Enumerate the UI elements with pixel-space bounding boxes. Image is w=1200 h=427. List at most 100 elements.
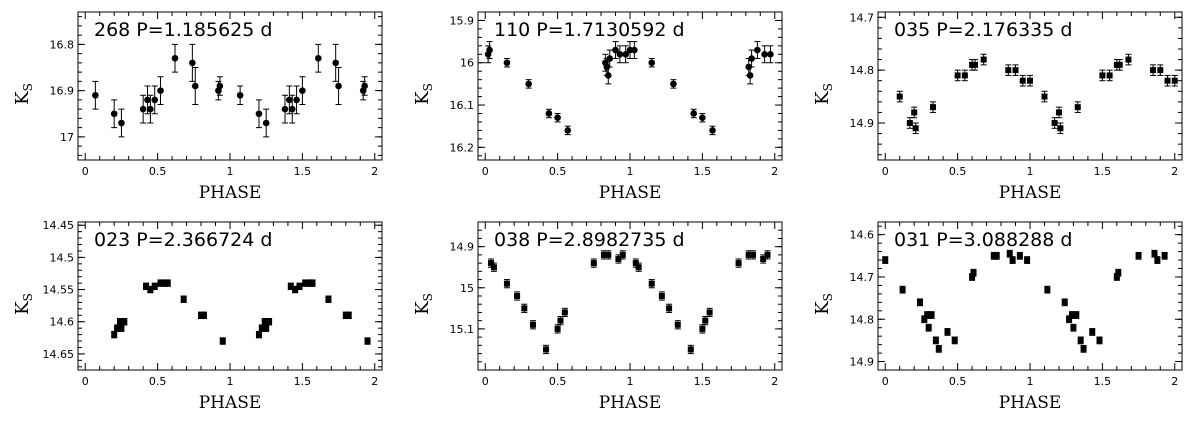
point-marker (180, 296, 187, 303)
data-point (200, 311, 207, 320)
point-marker (944, 328, 951, 335)
data-point (514, 291, 521, 301)
y-tick-label: 15 (460, 282, 474, 295)
point-marker (1024, 257, 1031, 264)
data-point (1135, 251, 1142, 260)
data-point (525, 79, 532, 89)
x-tick-label: 2 (771, 165, 778, 178)
point-marker (925, 324, 932, 331)
point-marker (1135, 252, 1142, 259)
point-marker (147, 105, 154, 113)
data-point (1171, 74, 1178, 87)
point-marker (262, 119, 270, 127)
y-tick-label: 14.8 (850, 64, 875, 77)
data-point (255, 330, 262, 339)
point-marker (674, 321, 681, 328)
point-marker (615, 256, 622, 262)
y-tick-label: 14.7 (850, 271, 875, 284)
y-axis-label: KS (812, 83, 835, 105)
point-marker (748, 55, 755, 62)
point-marker (121, 318, 128, 325)
point-marker (296, 283, 303, 290)
x-axis-label: PHASE (199, 393, 262, 413)
data-point (315, 43, 322, 73)
data-point (735, 258, 742, 268)
point-marker (699, 325, 706, 332)
light-curve-panel: 0 0.5 1 1.5 2 14.6 14.7 14.8 14.9 031 P=3.088288 … (812, 221, 1183, 413)
data-point (545, 108, 553, 119)
point-marker (315, 54, 322, 62)
point-marker (1096, 337, 1103, 344)
data-point (1080, 344, 1087, 353)
y-axis-label-subscript: S (21, 83, 35, 91)
point-marker (930, 104, 937, 111)
point-marker (924, 312, 931, 319)
data-point (1074, 101, 1081, 113)
point-marker (1041, 93, 1048, 100)
panel-title: 035 P=2.176335 d (894, 19, 1072, 41)
data-point (1044, 285, 1051, 294)
point-marker (921, 316, 928, 323)
data-point (503, 279, 510, 289)
point-marker (309, 280, 316, 287)
y-axis-label: KS (412, 83, 435, 105)
point-marker (1027, 77, 1033, 84)
data-point (180, 295, 187, 303)
point-marker (1115, 269, 1122, 276)
point-marker (761, 50, 768, 58)
x-tick-label: 0.5 (949, 375, 967, 388)
point-marker (906, 120, 913, 126)
y-tick-label: 16.8 (50, 38, 75, 51)
data-point (364, 337, 371, 345)
data-point (335, 67, 342, 105)
light-curve-panel: 0 0.5 1 1.5 2 14.7 14.8 14.9 035 P=2.176335 d PHA… (812, 11, 1183, 203)
data-point (361, 76, 368, 96)
x-tick-label: 2 (371, 165, 378, 178)
data-point (899, 285, 906, 294)
point-marker (164, 280, 171, 287)
data-point (612, 41, 619, 60)
point-marker (951, 337, 958, 344)
data-point (1061, 298, 1068, 307)
x-tick-label: 1 (1027, 375, 1034, 388)
y-tick-label: 16.9 (50, 85, 75, 98)
data-point (147, 94, 154, 124)
data-point (1154, 256, 1161, 264)
point-marker (670, 80, 677, 88)
y-tick-label: 16.1 (450, 99, 475, 112)
data-point (110, 99, 118, 129)
data-point (882, 256, 889, 264)
x-tick-label: 0.5 (149, 165, 167, 178)
point-marker (147, 286, 154, 293)
point-marker (1009, 257, 1016, 264)
point-marker (525, 80, 532, 88)
point-marker (345, 312, 352, 319)
data-point (604, 66, 612, 85)
point-marker (622, 50, 629, 58)
data-point (699, 324, 706, 334)
data-point (1115, 268, 1122, 277)
data-point (296, 282, 303, 291)
data-point (1055, 106, 1062, 119)
point-marker (200, 312, 207, 319)
point-marker (735, 260, 742, 267)
data-point (944, 328, 951, 336)
point-marker (1055, 109, 1062, 116)
y-tick-label: 14.45 (43, 219, 75, 232)
x-tick-label: 1 (227, 165, 234, 178)
point-marker (971, 61, 978, 68)
data-point (754, 41, 761, 60)
y-axis-label-main: K (812, 91, 833, 105)
data-point (1009, 256, 1016, 264)
data-point (951, 336, 958, 345)
point-marker (648, 280, 655, 287)
point-marker (111, 331, 118, 338)
y-axis-label-main: K (412, 301, 433, 315)
point-marker (1019, 77, 1026, 84)
data-point (263, 324, 270, 332)
x-tick-label: 0 (82, 165, 89, 178)
point-marker (219, 338, 226, 345)
point-marker (1171, 77, 1178, 84)
x-tick-label: 0.5 (549, 165, 567, 178)
